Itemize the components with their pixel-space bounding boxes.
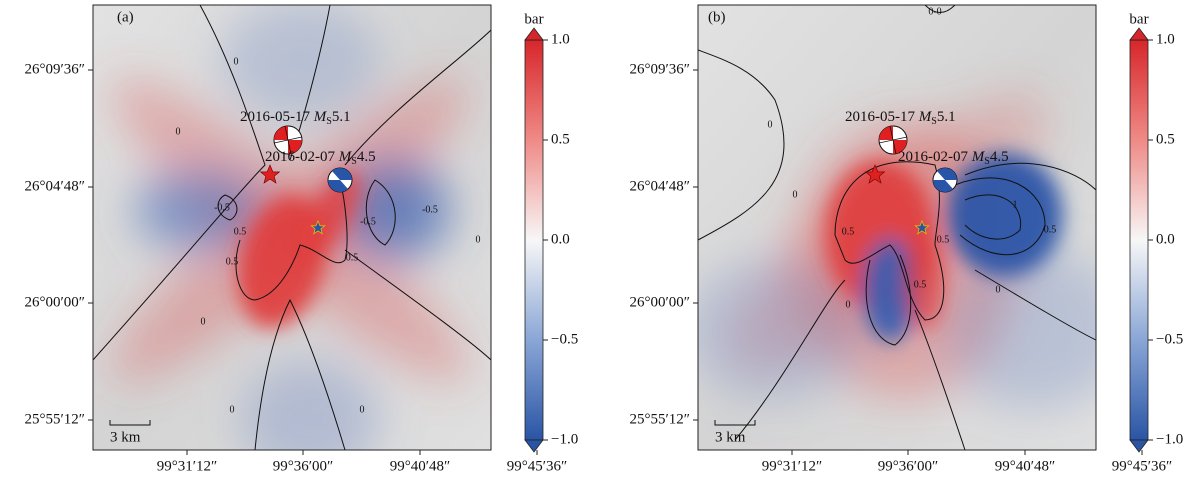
contour-label: 0-0 <box>928 6 941 17</box>
contour-label: 0 <box>234 56 239 67</box>
contour-label: 0 <box>476 234 481 245</box>
scale-bar-label: 3 km <box>110 429 141 445</box>
colorbar-unit: bar <box>524 11 543 27</box>
map <box>685 5 1125 450</box>
contour-label: 0.5 <box>234 226 247 237</box>
colorbar-tick-label: −0.5 <box>551 331 578 347</box>
y-tick-label: 26°04′48″ <box>629 178 690 194</box>
colorbar-tick-label: 0.0 <box>551 231 570 247</box>
colorbar-tick-label: −1.0 <box>1156 431 1183 447</box>
contour-label: 0.5 <box>842 226 855 237</box>
event-label: 2016-02-07 MS4.5 <box>265 149 376 167</box>
colorbar-tick-label: 0.5 <box>551 131 570 147</box>
event-label: 2016-05-17 MS5.1 <box>240 109 351 127</box>
x-tick-label: 99°40′48″ <box>390 458 451 474</box>
contour-label: 0.5 <box>1044 224 1057 235</box>
contour-label: 0.5 <box>226 256 239 267</box>
colorbar-tick-label: 1.0 <box>1156 31 1175 47</box>
y-tick-label: 26°09′36″ <box>24 61 85 77</box>
panel: (a) 3 km 2016-05-17 MS5.1 2016-02-07 MS4… <box>24 0 578 480</box>
y-tick-label: 25°55′12″ <box>629 411 690 427</box>
y-tick-label: 26°09′36″ <box>629 61 690 77</box>
panel-label: (b) <box>708 9 726 25</box>
contour-label: -0.5 <box>360 216 376 227</box>
x-tick-label: 99°36′00″ <box>273 458 334 474</box>
colorbar-tick-label: 0.5 <box>1156 131 1175 147</box>
contour-label: 0 <box>793 189 798 200</box>
colorbar-tick-label: −1.0 <box>551 431 578 447</box>
colorbar-unit: bar <box>1129 11 1148 27</box>
y-tick-label: 26°04′48″ <box>24 178 85 194</box>
contour-label: 0 <box>846 299 851 310</box>
x-tick-label: 99°45′36″ <box>507 458 568 474</box>
y-tick-label: 25°55′12″ <box>24 411 85 427</box>
x-tick-label: 99°31′12″ <box>157 458 218 474</box>
contour-label: 0.5 <box>346 252 359 263</box>
event-label: 2016-05-17 MS5.1 <box>845 109 956 127</box>
colorbar-tick-label: −0.5 <box>1156 331 1183 347</box>
contour-label: 0 <box>996 284 1001 295</box>
y-tick-label: 26°00′00″ <box>24 294 85 310</box>
contour-label: 0 <box>360 404 365 415</box>
x-tick-label: 99°36′00″ <box>878 458 939 474</box>
contour-label: 0 <box>768 119 773 130</box>
contour-label: 0.5 <box>937 234 950 245</box>
colorbar <box>525 40 543 440</box>
colorbar-tick-label: 1.0 <box>551 31 570 47</box>
colorbar-tick-label: 0.0 <box>1156 231 1175 247</box>
contour-label: 0 <box>176 126 181 137</box>
scale-bar-label: 3 km <box>715 429 746 445</box>
colorbar-extend <box>525 440 543 452</box>
figure: (a) 3 km 2016-05-17 MS5.1 2016-02-07 MS4… <box>0 0 1190 482</box>
panel-label: (a) <box>117 9 134 25</box>
y-tick-label: 26°00′00″ <box>629 294 690 310</box>
contour-label: 0 <box>201 316 206 327</box>
colorbar-extend <box>1130 28 1148 40</box>
contour-label: -0.5 <box>214 202 230 213</box>
x-tick-label: 99°45′36″ <box>1112 458 1173 474</box>
x-tick-label: 99°31′12″ <box>762 458 823 474</box>
contour-label: 0.5 <box>914 279 927 290</box>
colorbar-extend <box>525 28 543 40</box>
x-tick-label: 99°40′48″ <box>995 458 1056 474</box>
event-label: 2016-02-07 MS4.5 <box>898 149 1009 167</box>
colorbar-extend <box>1130 440 1148 452</box>
contour-label: 0 <box>230 404 235 415</box>
map <box>85 0 495 480</box>
contour-label: -0.5 <box>422 204 438 215</box>
panel: (b) 3 km 2016-05-17 MS5.1 2016-02-07 MS4… <box>629 5 1183 474</box>
colorbar <box>1130 40 1148 440</box>
contour-label: 1 <box>1013 199 1018 210</box>
